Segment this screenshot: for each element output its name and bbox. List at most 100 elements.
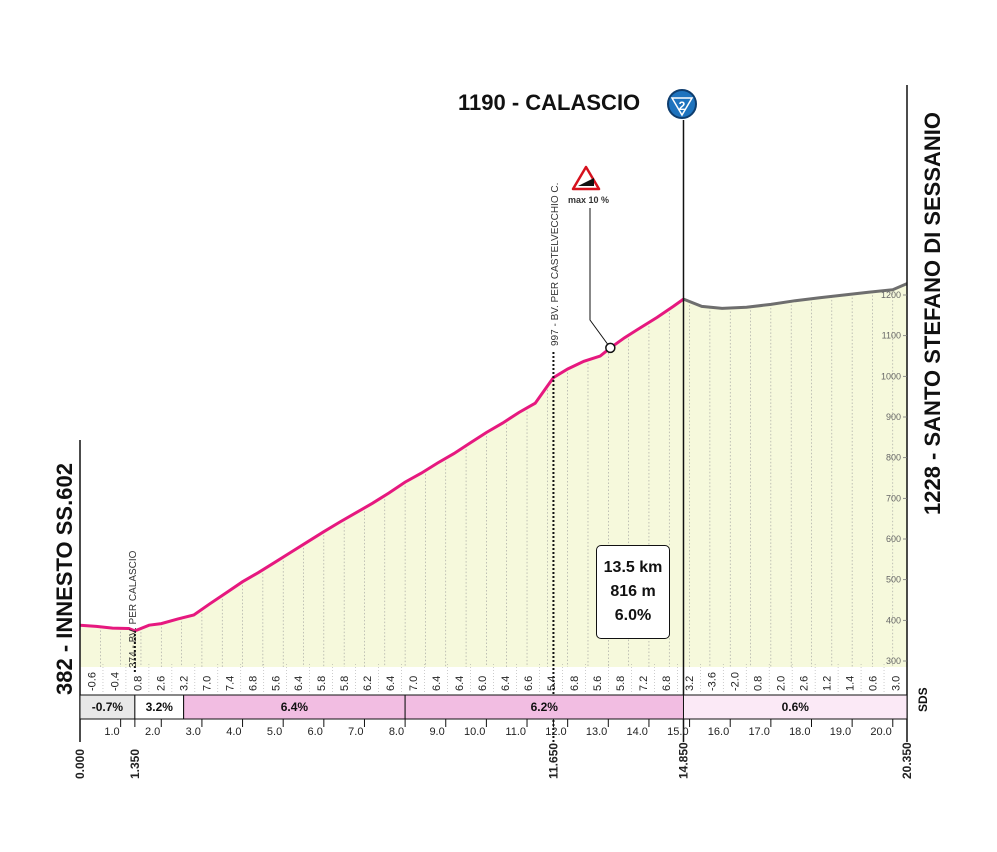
max-gradient-leader [589,208,611,349]
x-tick-label: 13.0 [586,726,607,738]
x-tick-label: 16.0 [708,726,729,738]
y-tick-label: 1000 [881,371,901,381]
y-tick-label: 800 [886,453,901,463]
profile-fill [80,283,907,667]
gradient-per-km-label: 5.6 [592,676,604,691]
gradient-per-km-label: 3.2 [684,676,696,691]
climb-profile-line [79,297,685,633]
gradient-per-km-label: 2.6 [155,676,167,691]
x-tick-label: 8.0 [389,726,404,738]
x-tick-label: 2.0 [145,726,160,738]
x-tick-label: 19.0 [830,726,851,738]
gradient-per-km-label: 1.2 [822,676,834,691]
summit-badge-triangle [670,97,694,117]
gradient-labels: -0.6 -0.4 0.8 2.6 3.2 7.0 7.4 6.8 5.6 6.4 5.8 5.8 6.… [87,664,903,693]
x-tick-label: 20.350 [900,742,914,779]
annotations [571,89,697,354]
x-tick-label: 15.0 [667,726,688,738]
gradient-per-km-label: 3.0 [891,676,903,691]
gradient-per-km-label: 1.4 [845,676,857,691]
start-label: 382 - INNESTO SS.602 [52,463,77,695]
x-tick-label: 10.0 [464,726,485,738]
gradient-per-km-label: 5.8 [316,676,328,691]
gradient-segment [404,694,684,720]
gradient-per-km-label: 6.4 [385,676,397,691]
gradient-per-km-label: 5.4 [546,676,558,691]
x-tick-label: 3.0 [186,726,201,738]
gradient-per-km-label: 7.0 [408,676,420,691]
x-tick-label: 0.000 [73,749,87,779]
gradient-segment-label: 6.2% [531,700,559,714]
gradient-per-km-label: -2.0 [730,672,742,691]
x-tick-label: 6.0 [308,726,323,738]
gradient-segment [134,694,185,720]
gradient-per-km-label: -0.4 [110,672,122,691]
gradient-per-km-label: 6.6 [523,676,535,691]
gradient-per-km-label: 6.8 [661,676,673,691]
gradient-per-km-label: -0.6 [87,672,99,691]
gradient-per-km-label: 2.6 [799,676,811,691]
gradient-per-km-label: 0.6 [868,676,880,691]
gradient-per-km-label: 2.0 [776,676,788,691]
y-tick-label: 1100 [882,331,901,341]
gradient-per-km-label: 0.8 [753,676,765,691]
y-tick-label: 600 [886,534,901,544]
y-tick-label: 700 [886,493,901,503]
gradient-segment-label: 3.2% [146,700,174,714]
profile-area [80,283,907,667]
gradient-per-km-label: 6.4 [500,676,512,691]
gradient-per-km-label: 6.4 [431,676,443,691]
gradient-segment-label: 0.6% [782,700,810,714]
x-tick-label: 18.0 [789,726,810,738]
summit-label: 1190 - CALASCIO [458,90,640,115]
gradient-per-km-label: 6.4 [293,676,305,691]
y-tick-label: 300 [886,656,901,666]
gradient-per-km-label: 5.8 [339,676,351,691]
x-tick-label: 7.0 [348,726,363,738]
finish-label: 1228 - SANTO STEFANO DI SESSANIO [920,112,945,515]
gradient-per-km-label: 6.8 [569,676,581,691]
y-tick-label: 400 [886,615,901,625]
gradient-per-km-label: 5.8 [615,676,627,691]
x-tick-label: 4.0 [226,726,241,738]
x-tick-label: 17.0 [748,726,769,738]
descent-profile-line [682,282,908,310]
gradient-segment [682,694,908,720]
x-tick-label: 20.0 [870,726,891,738]
gradient-per-km-label: 3.2 [178,676,190,691]
gradient-per-km-label: 6.0 [477,676,489,691]
profile-lines [79,85,908,742]
point-b-label: 997 - BV. PER CASTELVECCHIO C. [550,183,561,346]
gradient-per-km-label: 0.8 [132,676,144,691]
climb-elevation-gain: 816 m [610,583,656,600]
gradient-per-km-label: 6.8 [247,676,259,691]
max-gradient-point [605,342,616,354]
y-tick-label: 500 [886,575,901,585]
gradient-per-km-label: 6.2 [362,676,374,691]
gradient-per-km-label: 5.6 [270,676,282,691]
climb-average-gradient: 6.0% [614,607,652,624]
x-tick-label: 1.350 [128,749,142,779]
slope-icon [578,178,594,186]
y-tick-label: 1200 [881,290,901,300]
summit-badge-icon [667,89,697,119]
gradient-per-km-label: 6.4 [454,676,466,691]
x-tick-label: 14.0 [627,726,648,738]
x-tick-label: 14.850 [676,742,690,779]
y-axis-labels: 300 400 500 600 700 800 900 1000 1100 1200 [881,290,907,666]
y-tick-label: 900 [886,412,901,422]
x-tick-label: 12.0 [545,726,566,738]
climb-stats-box: 13.5 km 816 m 6.0% [596,545,670,639]
gradient-per-km-label: 7.4 [224,676,236,691]
max-gradient-label: max 10 % [568,195,609,205]
sds-logo: SDS [916,687,930,712]
gradient-segment-label: 6.4% [281,700,309,714]
x-tick-label: 1.0 [104,726,119,738]
x-tick-label: 11.0 [505,726,526,738]
summit-badge-number: 2 [679,99,686,113]
x-tick-label: 5.0 [267,726,282,738]
gradient-per-km-label: 7.0 [201,676,213,691]
gradient-segments: -0.7% 3.2% 6.4% 6.2% 0.6% [79,694,908,720]
gradient-segment-label: -0.7% [92,700,124,714]
